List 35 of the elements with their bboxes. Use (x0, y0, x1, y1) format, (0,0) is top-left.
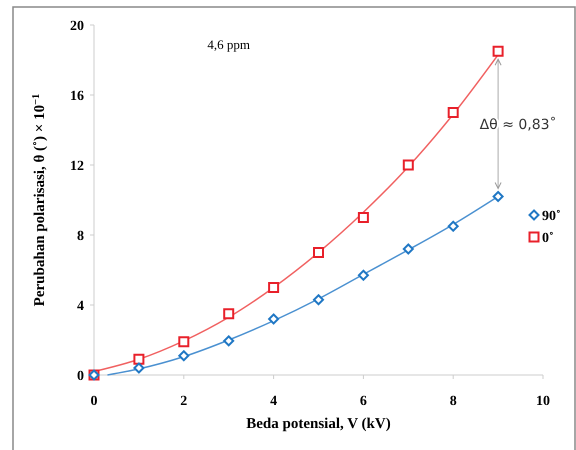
y-tick-label: 12 (70, 158, 84, 174)
point (492, 46, 504, 57)
point (402, 244, 414, 254)
point (448, 220, 459, 232)
annotation: Δθ ≈ 0,83˚ (480, 116, 557, 133)
y-tick-label: 16 (70, 88, 84, 104)
x-tick-label: 4 (270, 394, 278, 409)
y-tick-label: 4 (77, 298, 84, 314)
x-tick-label: 8 (450, 394, 457, 409)
point (492, 191, 504, 202)
point (223, 335, 234, 346)
y-tick-label: 0 (77, 368, 84, 384)
legend-label: 0˚ (542, 230, 554, 246)
point (313, 294, 324, 306)
y-tick-label: 20 (70, 18, 84, 34)
x-tick-label: 10 (536, 394, 550, 409)
point (178, 350, 190, 362)
y-tick-label: 8 (77, 228, 84, 244)
point (358, 270, 369, 281)
x-tick-label: 2 (180, 394, 188, 409)
annotation: 4,6 ppm (207, 37, 250, 52)
point (358, 212, 369, 223)
legend-label: 90˚ (542, 208, 561, 224)
point (178, 336, 190, 348)
point (223, 308, 234, 320)
point (313, 247, 324, 258)
point (268, 282, 280, 293)
point (448, 107, 459, 118)
x-tick-label: 0 (90, 394, 98, 409)
point (133, 354, 144, 365)
point (402, 160, 414, 170)
x-tick-label: 6 (360, 394, 367, 409)
point (133, 362, 144, 374)
point (268, 314, 280, 324)
x-axis-title: Beda potensial, V (kV) (246, 416, 391, 432)
